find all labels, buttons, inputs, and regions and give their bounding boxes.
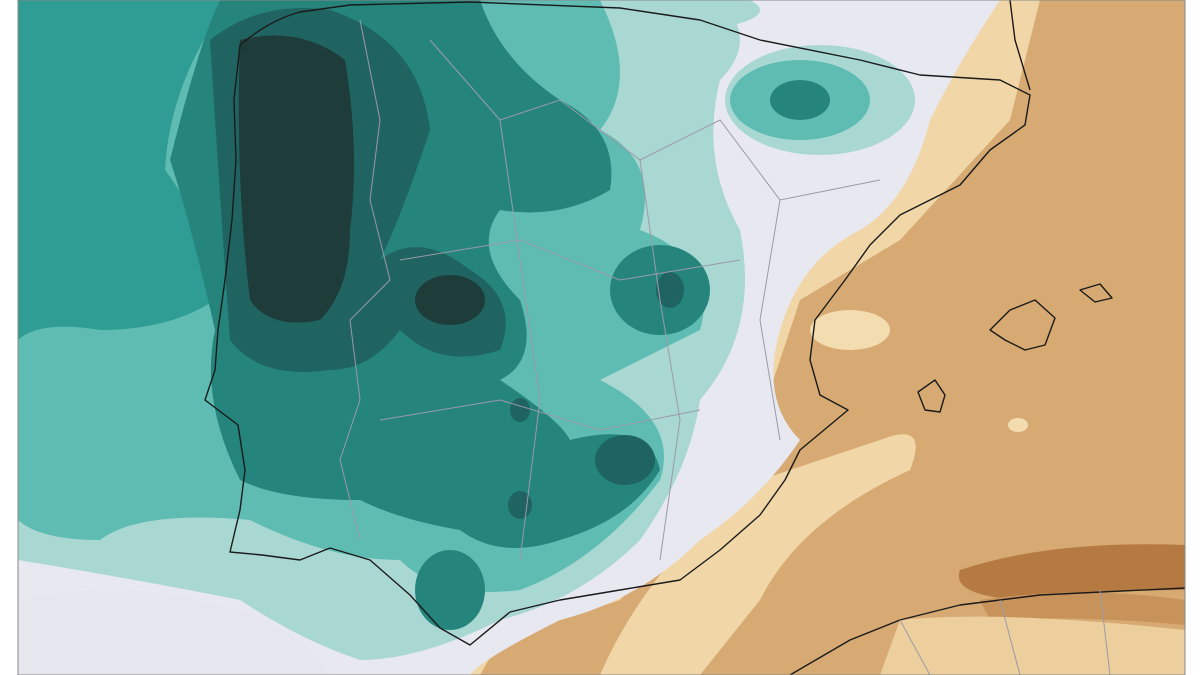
island [917,379,946,413]
teal-5 [656,272,684,308]
beige-band [600,434,916,675]
teal-5 [595,435,655,485]
teal-1 [600,0,760,30]
border [899,589,1111,675]
teal-5 [510,398,530,422]
teal-4 [770,80,830,120]
island [989,299,1056,351]
border [379,39,881,561]
map-layers [18,0,1185,675]
brown-dark [958,544,1185,600]
beige-patch [1008,418,1028,432]
brown-mid [980,592,1185,625]
light-zone [18,590,330,675]
coastline [1009,0,1031,91]
teal-4 [415,550,485,630]
teal-3 [18,0,230,340]
beige-patch [810,310,890,350]
map-frame [17,0,1186,675]
teal-6 [415,275,485,325]
coastline [204,1,1031,646]
island [1079,283,1113,303]
border [339,19,391,541]
teal-6 [238,35,354,323]
coastline [789,587,1185,675]
